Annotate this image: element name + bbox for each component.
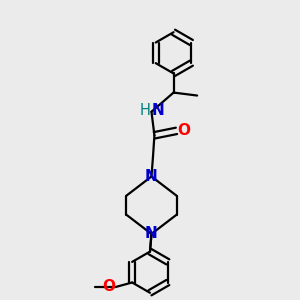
Text: O: O	[102, 279, 115, 294]
Text: O: O	[177, 123, 190, 138]
Text: N: N	[152, 103, 164, 118]
Text: N: N	[145, 169, 158, 184]
Text: N: N	[145, 226, 158, 242]
Text: H: H	[140, 103, 150, 118]
